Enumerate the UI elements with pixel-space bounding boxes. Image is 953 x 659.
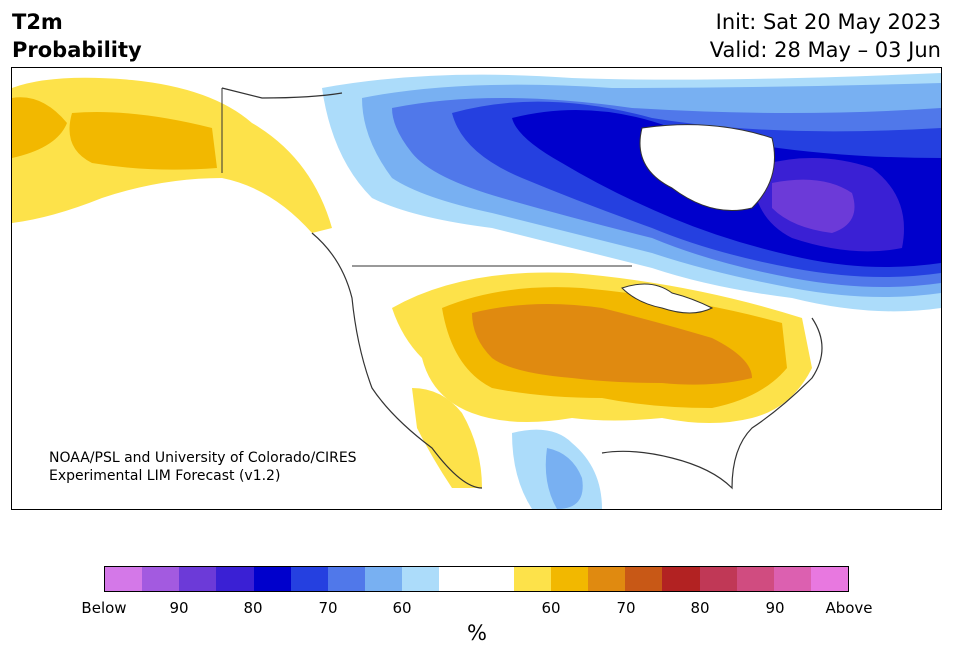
probability-colorbar [104, 566, 849, 592]
forecast-credit: NOAA/PSL and University of Colorado/CIRE… [49, 449, 357, 485]
alaska-west-core [12, 97, 67, 158]
colorbar-segment [290, 567, 328, 591]
title-line-2: Probability [12, 38, 142, 62]
colorbar-segment [810, 567, 849, 591]
colorbar-tick-label: 80 [243, 599, 263, 617]
title-line-1: T2m [12, 10, 63, 34]
colorbar-segment [588, 567, 626, 591]
colorbar-tick-label: 90 [765, 599, 785, 617]
colorbar-segment [513, 567, 551, 591]
forecast-dates: Init: Sat 20 May 2023 Valid: 28 May – 03… [710, 8, 941, 64]
coastline-north [221, 87, 343, 99]
colorbar-segment [402, 567, 440, 591]
colorbar-segment [105, 567, 143, 591]
colorbar-tick-label: 70 [616, 599, 636, 617]
colorbar-segment [253, 567, 291, 591]
colorbar-segment [773, 567, 811, 591]
colorbar-tick-label: 90 [169, 599, 189, 617]
colorbar-segment [365, 567, 403, 591]
valid-dates: Valid: 28 May – 03 Jun [709, 38, 941, 62]
colorbar-tick-label: Above [825, 599, 873, 617]
colorbar-segment [142, 567, 180, 591]
forecast-map [11, 67, 942, 510]
colorbar-unit: % [467, 621, 487, 645]
colorbar-tick-label: 60 [541, 599, 561, 617]
coastline-west [311, 232, 483, 489]
colorbar-tick-label: 80 [690, 599, 710, 617]
map-title: T2m Probability [12, 8, 142, 64]
init-date: Init: Sat 20 May 2023 [715, 10, 941, 34]
credit-line-2: Experimental LIM Forecast (v1.2) [49, 468, 281, 484]
colorbar-segment [625, 567, 663, 591]
mexico-above-region [412, 388, 482, 488]
gulf-below-core [545, 448, 583, 509]
colorbar-segment [179, 567, 217, 591]
colorbar-segment [550, 567, 589, 591]
colorbar-tick-label: Below [81, 599, 127, 617]
coastline-east [601, 317, 823, 490]
colorbar-segment [216, 567, 254, 591]
credit-line-1: NOAA/PSL and University of Colorado/CIRE… [49, 450, 357, 466]
hudson-bay [639, 124, 775, 211]
alaska-above-core [69, 112, 217, 170]
us-above-band-3 [472, 304, 752, 385]
colorbar-segment [476, 567, 514, 591]
colorbar-segment [699, 567, 737, 591]
colorbar-segment [327, 567, 366, 591]
great-lakes [621, 283, 714, 314]
hudson-coldest [772, 179, 855, 233]
colorbar-segment [662, 567, 700, 591]
colorbar-tick-label: 60 [392, 599, 412, 617]
colorbar-segment [736, 567, 774, 591]
map-canvas [12, 68, 941, 509]
colorbar-tick-label: 70 [318, 599, 338, 617]
colorbar-segment [439, 567, 477, 591]
